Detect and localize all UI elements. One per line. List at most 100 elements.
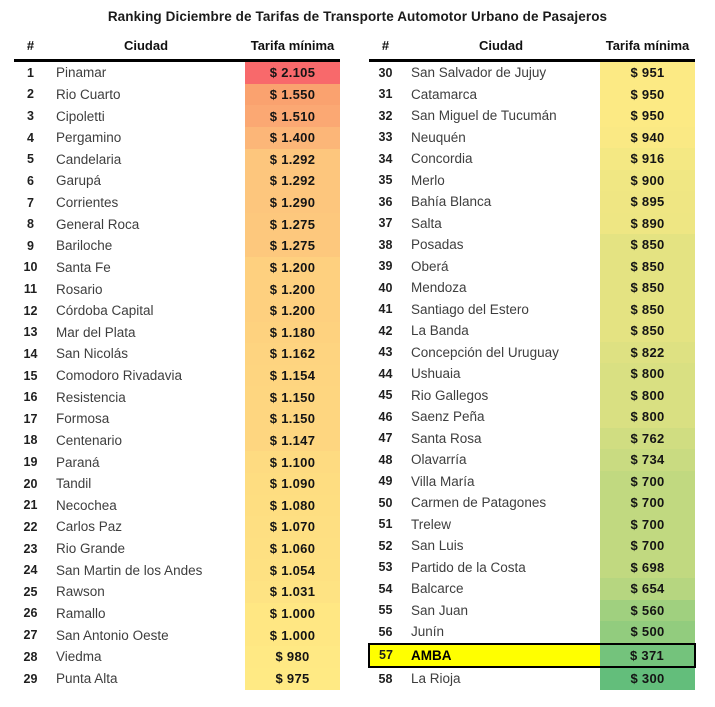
city-cell: Carlos Paz	[56, 519, 123, 535]
city-cell: San Salvador de Jujuy	[411, 65, 547, 81]
table-row: 3 Cipoletti $ 1.510	[14, 105, 340, 127]
city-cell: Tandil	[56, 476, 92, 492]
rank-cell: 17	[23, 411, 38, 426]
city-cell: Paraná	[56, 454, 100, 470]
table-row: 22 Carlos Paz $ 1.070	[14, 516, 340, 538]
table-row: 11 Rosario $ 1.200	[14, 278, 340, 300]
table-row: 1 Pinamar $ 2.105	[14, 60, 340, 84]
rank-cell: 49	[378, 474, 393, 489]
rank-cell: 31	[378, 87, 393, 102]
rank-cell: 58	[378, 671, 393, 686]
table-row: 8 General Roca $ 1.275	[14, 213, 340, 236]
city-cell: Ushuaia	[411, 366, 461, 382]
table-row: 10 Santa Fe $ 1.200	[14, 256, 340, 279]
fare-cell: $ 1.180	[245, 321, 340, 344]
city-cell: Necochea	[56, 497, 117, 513]
city-cell: Rawson	[56, 584, 105, 600]
rank-cell: 8	[27, 217, 34, 232]
rank-cell: 44	[378, 366, 393, 381]
city-cell: Junín	[411, 624, 445, 640]
city-cell: Trelew	[411, 516, 452, 532]
table-row: 19 Paraná $ 1.100	[14, 451, 340, 473]
rank-cell: 36	[378, 194, 393, 209]
header-row: # Ciudad Tarifa mínima	[369, 34, 695, 62]
fare-cell: $ 975	[245, 667, 340, 690]
table-row: 12 Córdoba Capital $ 1.200	[14, 299, 340, 322]
city-cell: Comodoro Rivadavia	[56, 368, 183, 384]
rank-cell: 23	[23, 541, 38, 556]
fare-cell: $ 371	[600, 642, 696, 668]
table-row: 35 Merlo $ 900	[369, 169, 695, 191]
fare-cell: $ 300	[600, 667, 695, 690]
city-cell: Rio Cuarto	[56, 86, 121, 102]
city-cell: Merlo	[411, 172, 445, 188]
fare-cell: $ 1.150	[245, 386, 340, 409]
fare-cell: $ 1.200	[245, 278, 340, 300]
rank-cell: 41	[378, 302, 393, 317]
city-cell: San Luis	[411, 538, 464, 554]
rank-cell: 24	[23, 563, 38, 578]
table-row: 45 Rio Gallegos $ 800	[369, 384, 695, 406]
rank-cell: 21	[23, 498, 38, 513]
table-row: 52 San Luis $ 700	[369, 535, 695, 557]
fare-cell: $ 1.292	[245, 170, 340, 192]
rank-cell: 28	[23, 649, 38, 664]
city-cell: San Miguel de Tucumán	[411, 108, 557, 124]
table-row: 9 Bariloche $ 1.275	[14, 235, 340, 257]
tables-container: # Ciudad Tarifa mínima 1 Pinamar $ 2.105 2 R…	[0, 34, 715, 690]
fare-cell: $ 800	[600, 363, 695, 385]
header-row: # Ciudad Tarifa mínima	[14, 34, 340, 62]
table-row: 4 Pergamino $ 1.400	[14, 126, 340, 149]
col-header-city: Ciudad	[47, 34, 245, 62]
table-header-right: # Ciudad Tarifa mínima	[369, 34, 695, 62]
rank-cell: 3	[27, 109, 34, 124]
city-cell: Carmen de Patagones	[411, 495, 547, 511]
rank-cell: 38	[378, 237, 393, 252]
city-cell: Saenz Peña	[411, 409, 485, 425]
city-cell: Santiago del Estero	[411, 301, 529, 317]
city-cell: Viedma	[56, 649, 102, 665]
fare-cell: $ 850	[600, 234, 695, 256]
city-cell: Corrientes	[56, 195, 119, 211]
city-cell: Catamarca	[411, 86, 478, 102]
city-cell: Posadas	[411, 237, 464, 253]
city-cell: General Roca	[56, 216, 140, 232]
table-row: 31 Catamarca $ 950	[369, 83, 695, 105]
table-row: 39 Oberá $ 850	[369, 255, 695, 277]
rank-cell: 51	[378, 517, 393, 532]
table-row: 37 Salta $ 890	[369, 212, 695, 234]
table-row: 29 Punta Alta $ 975	[14, 667, 340, 690]
fare-cell: $ 950	[600, 105, 695, 127]
fare-cell: $ 951	[600, 60, 695, 84]
fare-cell: $ 1.292	[245, 148, 340, 171]
fare-cell: $ 1.031	[245, 581, 340, 603]
fare-cell: $ 1.200	[245, 299, 340, 322]
table-row: 17 Formosa $ 1.150	[14, 408, 340, 430]
rank-cell: 14	[23, 346, 38, 361]
fare-cell: $ 1.100	[245, 451, 340, 473]
fare-cell: $ 2.105	[245, 60, 340, 84]
city-cell: Resistencia	[56, 389, 126, 405]
table-row: 48 Olavarría $ 734	[369, 449, 695, 471]
city-cell: Oberá	[411, 258, 449, 274]
table-row: 36 Bahía Blanca $ 895	[369, 191, 695, 213]
table-row: 28 Viedma $ 980	[14, 645, 340, 668]
city-cell: Villa María	[411, 473, 475, 489]
col-header-fare: Tarifa mínima	[600, 34, 695, 62]
fare-cell: $ 1.147	[245, 429, 340, 452]
table-row: 49 Villa María $ 700	[369, 470, 695, 492]
city-cell: Candelaria	[56, 151, 122, 167]
fare-cell: $ 1.290	[245, 191, 340, 214]
table-row: 24 San Martin de los Andes $ 1.054	[14, 559, 340, 582]
rank-cell: 34	[378, 151, 393, 166]
rank-cell: 4	[27, 130, 34, 145]
fare-cell: $ 1.000	[245, 602, 340, 625]
rank-cell: 13	[23, 325, 38, 340]
ranking-table-left: # Ciudad Tarifa mínima 1 Pinamar $ 2.105 2 R…	[14, 34, 340, 690]
rank-cell: 5	[27, 152, 34, 167]
page-title: Ranking Diciembre de Tarifas de Transpor…	[107, 9, 608, 24]
rank-cell: 55	[378, 603, 393, 618]
rank-cell: 30	[378, 65, 393, 80]
table-row: 15 Comodoro Rivadavia $ 1.154	[14, 364, 340, 387]
